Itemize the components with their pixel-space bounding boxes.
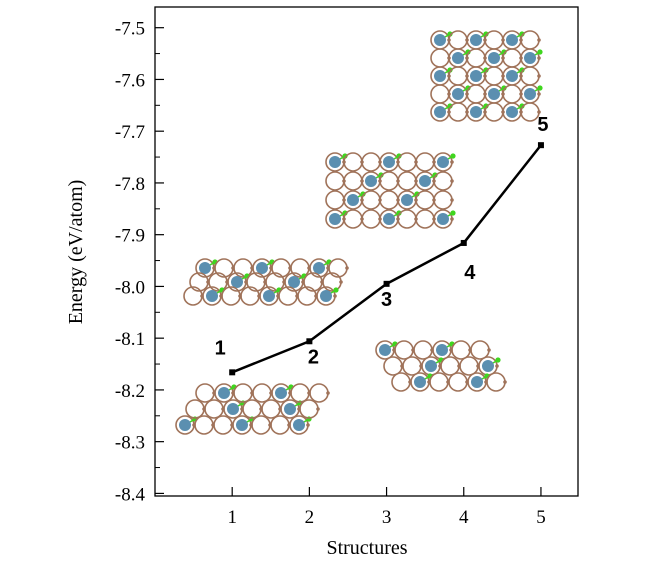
data-point	[383, 280, 390, 287]
data-point	[306, 338, 313, 345]
y-tick-label: -7.8	[115, 174, 145, 195]
y-tick-label: -7.6	[115, 70, 145, 91]
inset-structure-2	[325, 152, 456, 229]
data-point	[229, 369, 236, 376]
y-tick-label: -8.3	[115, 433, 145, 454]
inset-structure-3-left	[183, 258, 349, 306]
data-point	[537, 142, 544, 149]
inset-structure-3	[375, 340, 507, 392]
x-tick-label: 3	[382, 507, 392, 528]
point-label: 2	[308, 346, 319, 368]
y-axis-label: Energy (eV/atom)	[65, 180, 87, 325]
data-point	[460, 239, 467, 246]
point-label: 5	[537, 114, 548, 136]
x-tick-label: 2	[305, 507, 315, 528]
inset-structure-5	[430, 30, 543, 122]
plot-frame	[154, 6, 579, 497]
point-label: 1	[215, 337, 226, 359]
x-axis-label: Structures	[326, 537, 407, 559]
x-tick-label: 4	[459, 507, 469, 528]
y-tick-label: -7.5	[115, 19, 145, 40]
y-tick-label: -7.9	[115, 226, 145, 247]
x-tick-label: 5	[536, 507, 546, 528]
y-tick-label: -8.0	[115, 277, 145, 298]
x-tick-label: 1	[227, 507, 237, 528]
y-tick-label: -8.2	[115, 381, 145, 402]
point-label: 4	[464, 262, 476, 284]
y-tick-label: -7.7	[115, 122, 145, 143]
point-label: 3	[381, 289, 392, 311]
inset-structure-1	[175, 383, 330, 435]
y-tick-label: -8.1	[115, 329, 145, 350]
structure-insets	[175, 30, 543, 435]
y-tick-label: -8.4	[115, 484, 146, 505]
